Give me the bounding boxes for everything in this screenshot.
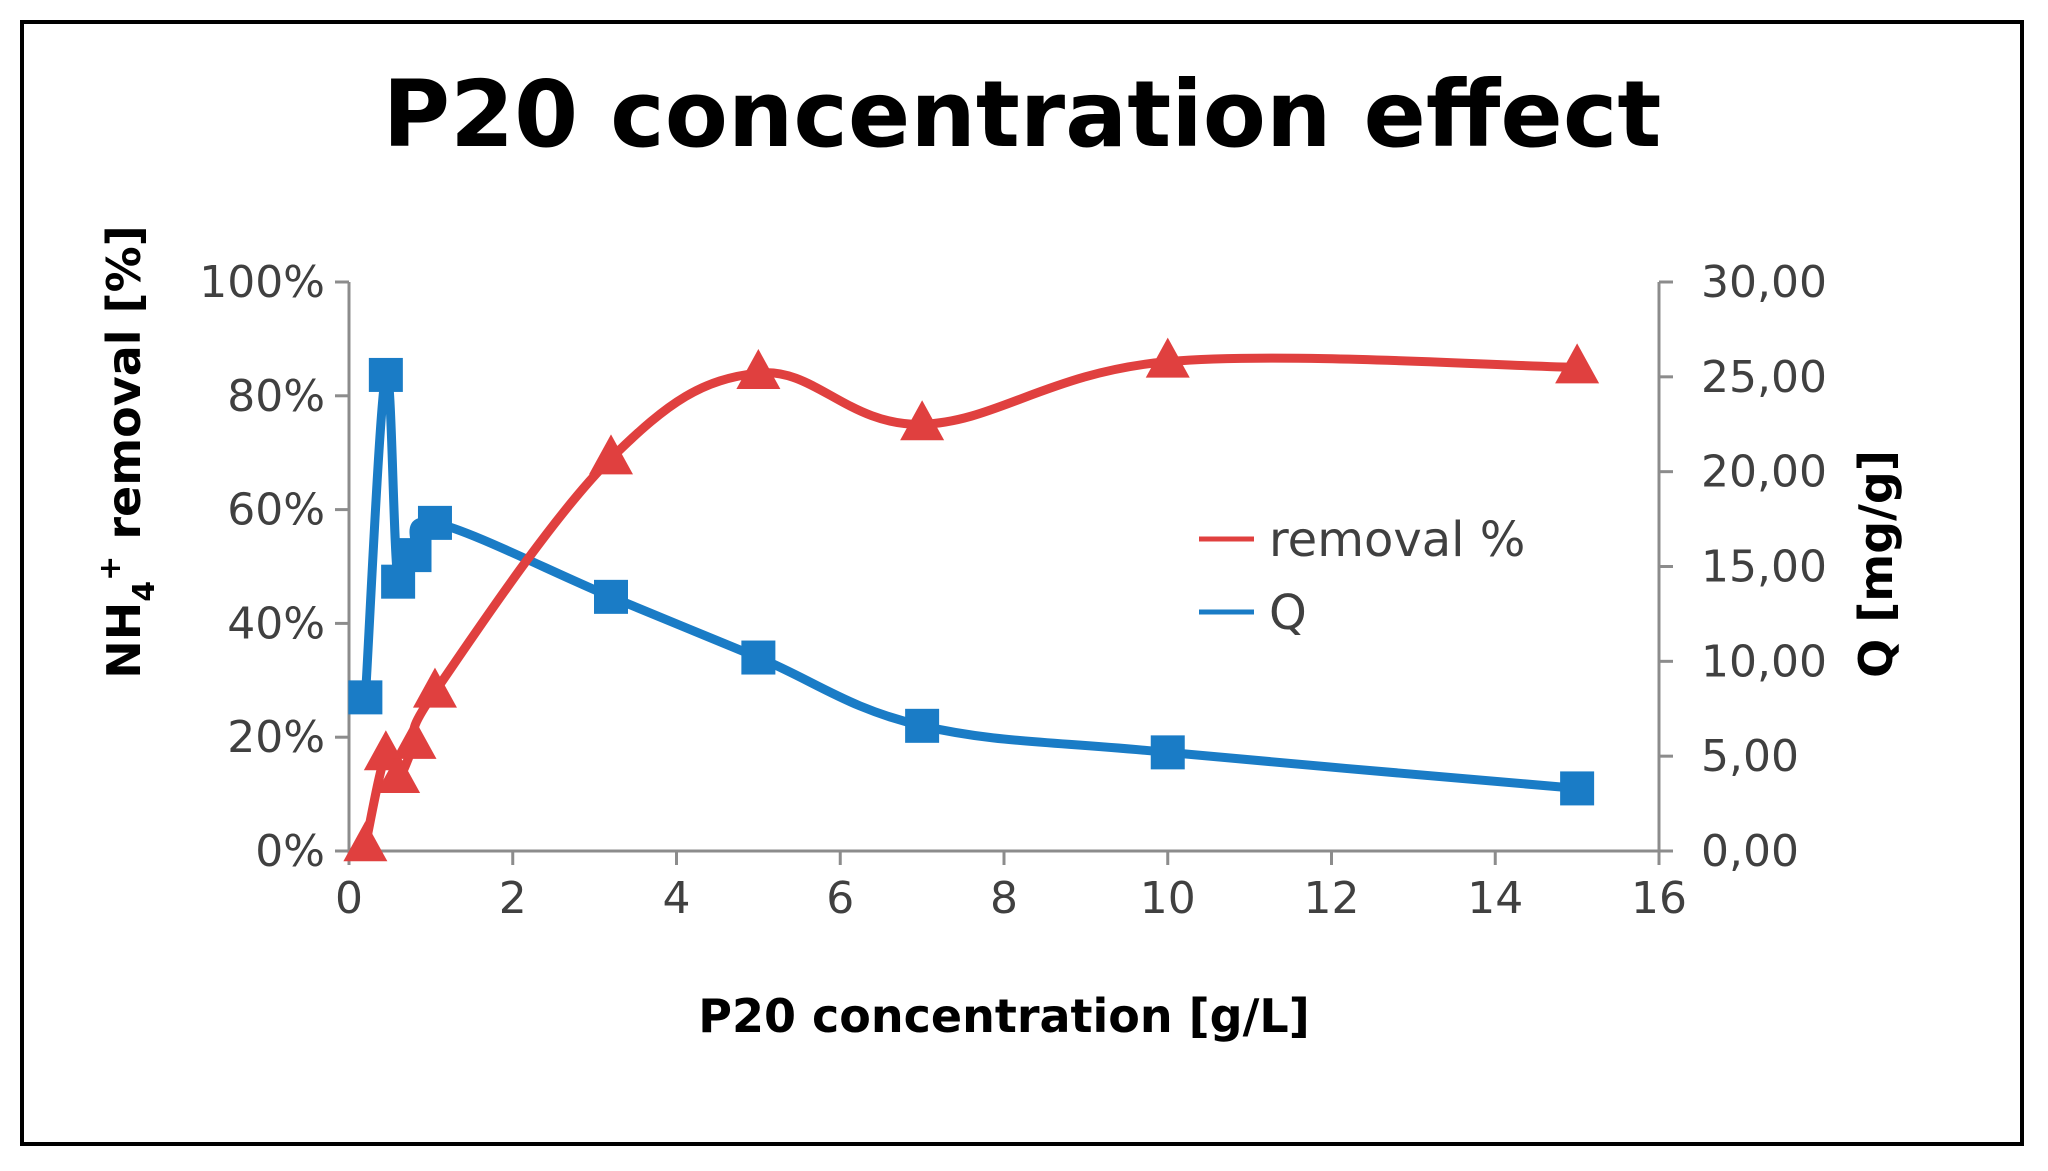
y-right-tick-label: 15,00 [1701, 542, 1827, 593]
marker-q [905, 708, 940, 743]
marker-q [594, 579, 628, 614]
x-tick-label: 4 [663, 873, 691, 924]
y-left-axis-title-rest: removal [%] [97, 225, 151, 555]
legend: removal % Q [1199, 512, 1525, 641]
y-right-tick-label: 0,00 [1701, 826, 1799, 877]
x-tick-label: 16 [1631, 873, 1687, 924]
y-right-tick-label: 30,00 [1701, 257, 1827, 308]
y-left-axis-title-main: NH [97, 602, 151, 679]
series-line-q [360, 368, 1582, 793]
y-right-tick-label: 25,00 [1701, 352, 1827, 403]
marker-q [741, 640, 776, 675]
y-left-ticks: 0% 20% 40% 60% 80% 100% [199, 257, 349, 877]
y-left-axis-title: NH4+ removal [%] [93, 225, 162, 678]
chart-title: P20 concentration effect [383, 61, 1662, 168]
plot-series [343, 337, 1600, 862]
marker-removal [343, 821, 388, 862]
y-right-tick-label: 20,00 [1701, 447, 1827, 498]
y-left-tick-label: 40% [227, 598, 325, 649]
x-tick-label: 10 [1140, 873, 1196, 924]
chart-frame: P20 concentration effect 0 2 4 6 8 10 12 14 16 0… [20, 20, 2024, 1146]
x-tick-label: 0 [335, 873, 363, 924]
chart-svg: P20 concentration effect 0 2 4 6 8 10 12 14 16 0… [93, 61, 1903, 1043]
marker-removal [412, 667, 457, 708]
marker-q [348, 680, 383, 715]
legend-label-removal: removal % [1269, 512, 1525, 568]
marker-removal [736, 349, 781, 390]
y-left-tick-label: 80% [227, 371, 325, 422]
y-right-axis-title: Q [mg/g] [1849, 450, 1903, 678]
x-axis-title: P20 concentration [g/L] [698, 989, 1310, 1043]
marker-q [417, 505, 452, 540]
marker-removal [589, 434, 633, 475]
x-tick-label: 6 [826, 873, 854, 924]
marker-q [397, 538, 432, 573]
legend-label-q: Q [1269, 585, 1307, 641]
marker-removal [376, 753, 421, 794]
marker-removal [1555, 343, 1600, 384]
y-left-tick-label: 0% [255, 826, 325, 877]
y-left-tick-label: 60% [227, 485, 325, 536]
marker-q [1150, 735, 1185, 770]
y-right-tick-label: 5,00 [1701, 731, 1799, 782]
x-tick-label: 14 [1467, 873, 1523, 924]
y-right-ticks: 0,00 5,00 10,00 15,00 20,00 25,00 30,00 [1659, 257, 1827, 877]
x-tick-label: 2 [499, 873, 527, 924]
y-left-axis-title-sup: + [93, 556, 128, 581]
marker-q [368, 357, 403, 392]
y-right-tick-label: 10,00 [1701, 636, 1827, 687]
marker-removal [392, 718, 437, 759]
y-left-tick-label: 100% [199, 257, 325, 308]
x-tick-label: 12 [1304, 873, 1360, 924]
marker-q [1560, 771, 1595, 806]
marker-removal [900, 400, 945, 441]
y-left-tick-label: 20% [227, 712, 325, 763]
marker-removal [1145, 337, 1190, 378]
x-ticks: 0 2 4 6 8 10 12 14 16 [335, 851, 1687, 924]
y-left-axis-title-sub: 4 [127, 581, 162, 602]
x-tick-label: 8 [990, 873, 1018, 924]
